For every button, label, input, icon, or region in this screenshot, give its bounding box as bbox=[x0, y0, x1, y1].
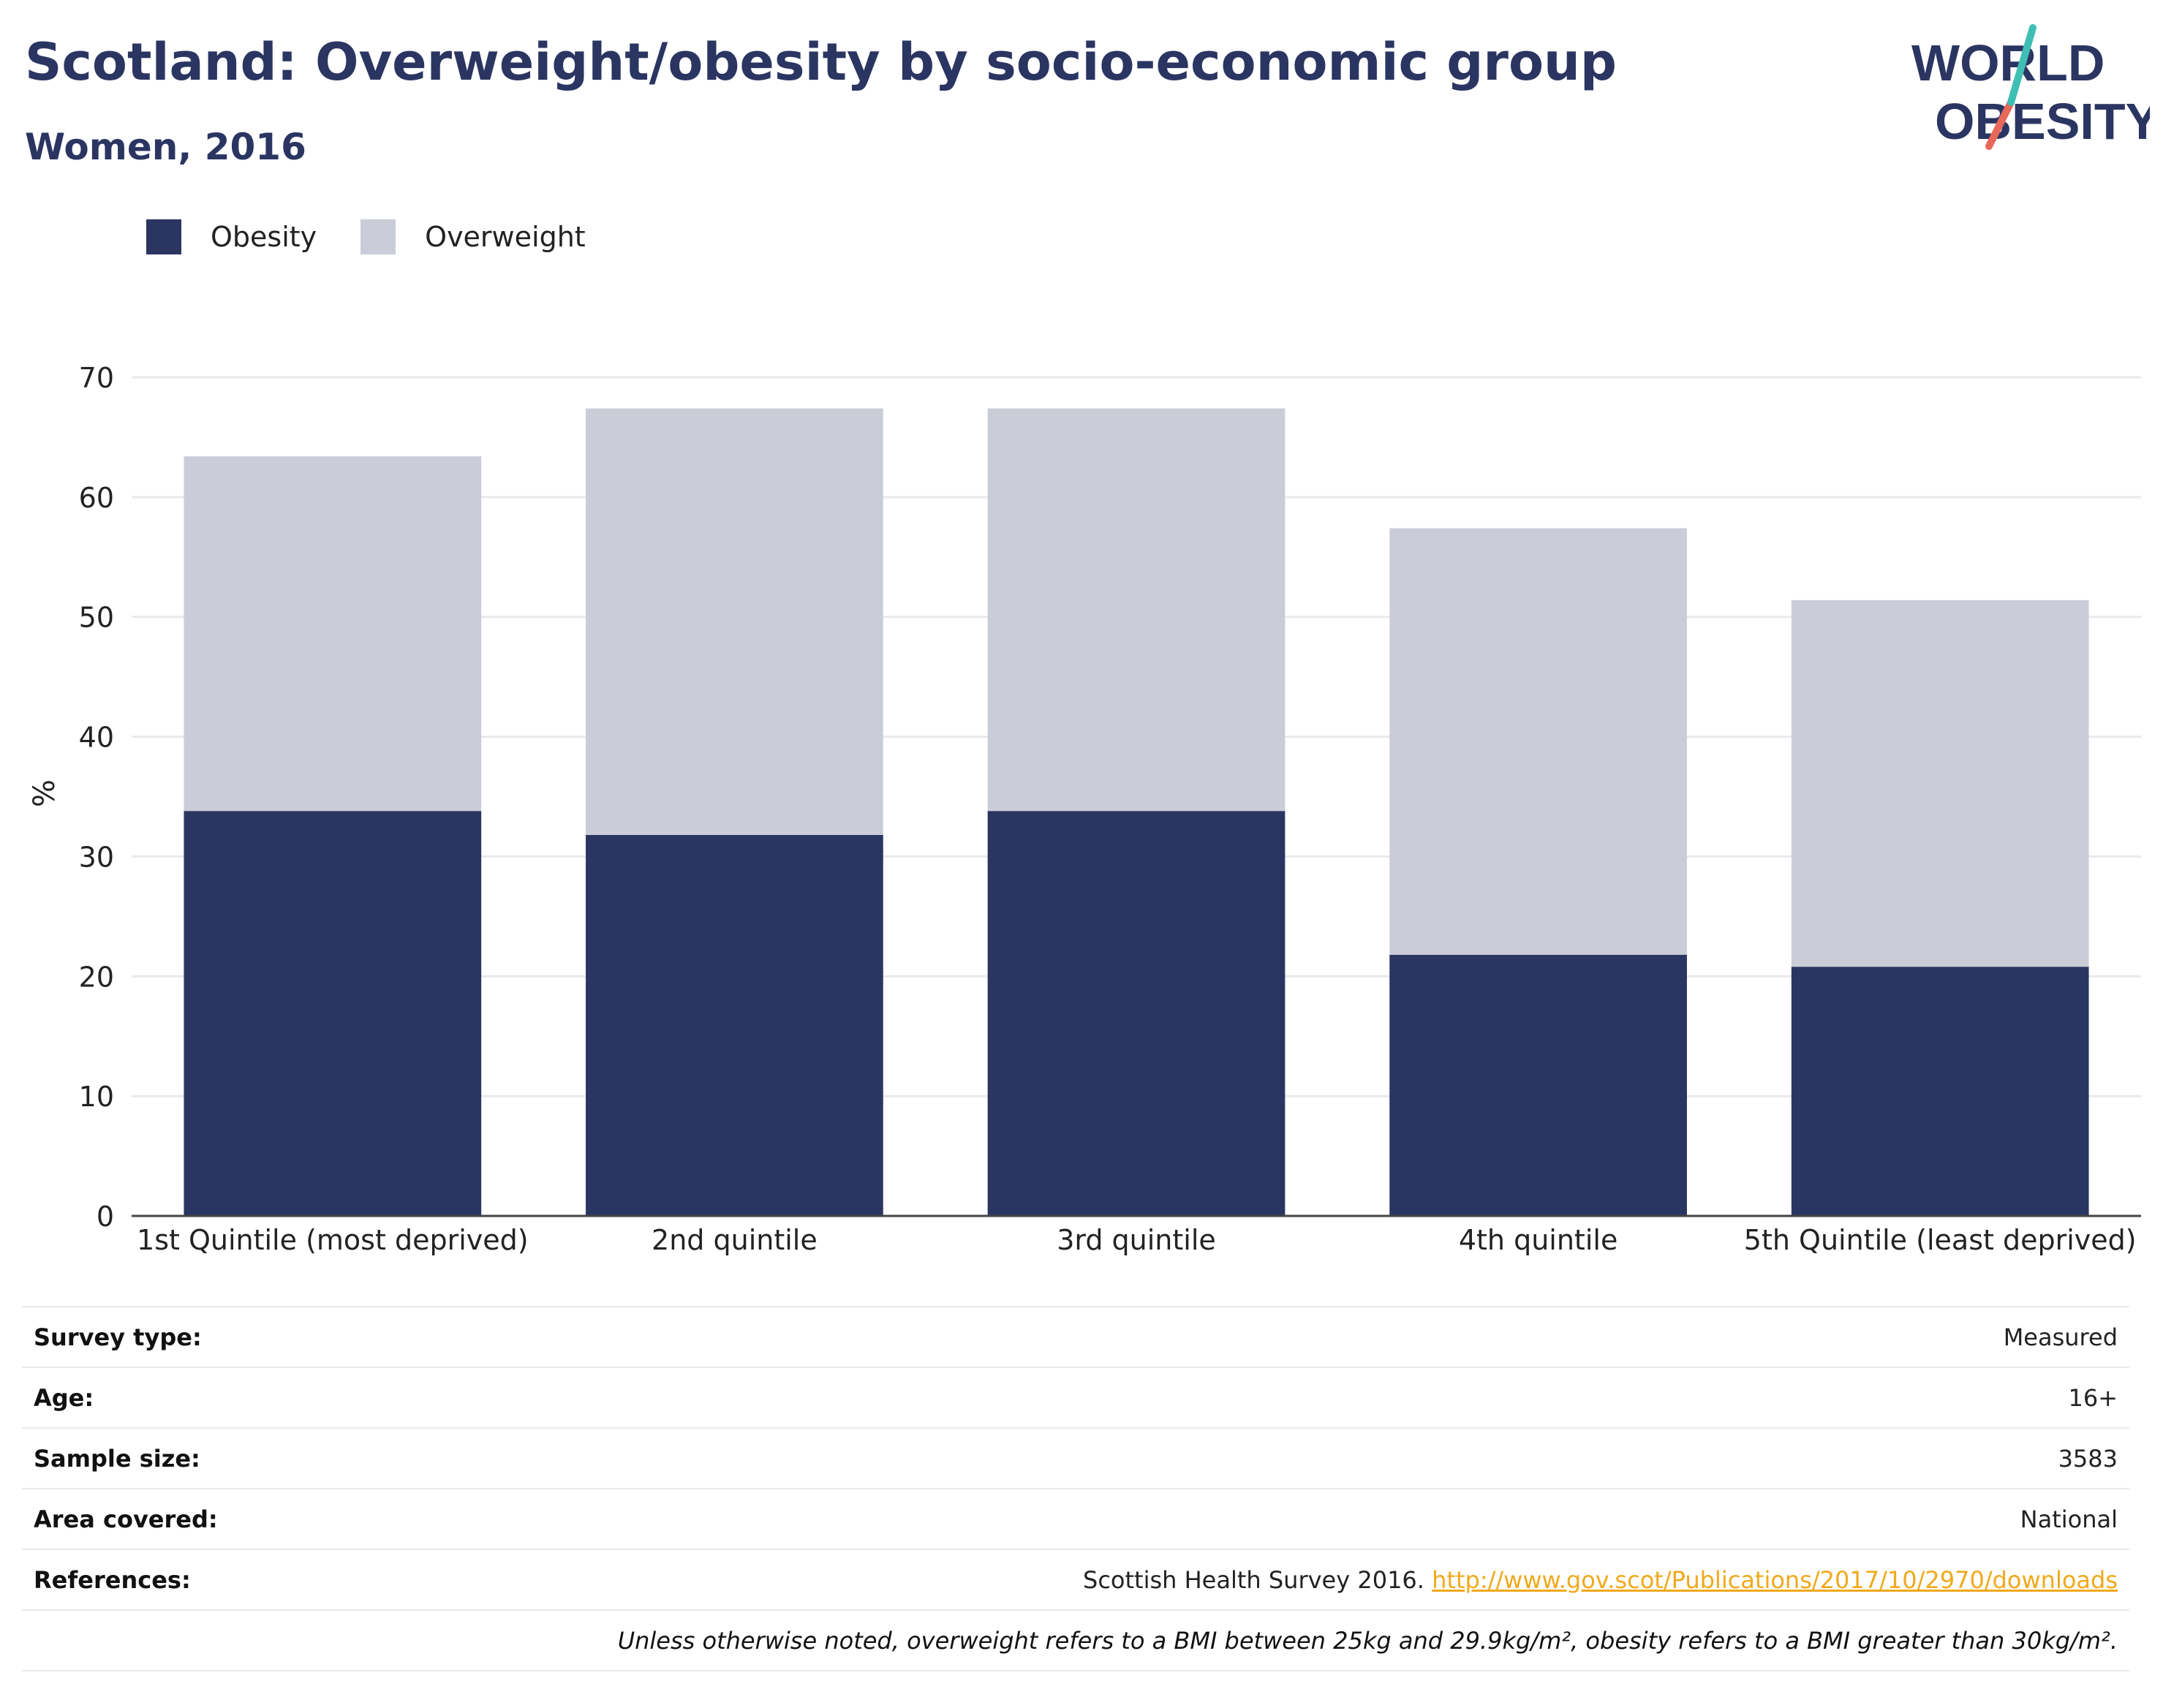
references-link[interactable]: http://www.gov.scot/Publications/2017/10… bbox=[1432, 1565, 2118, 1594]
logo-line1: WORLD bbox=[1911, 34, 2105, 91]
bar-chart: % 0 10 20 30 40 50 60 70 1st Quintile (most dep… bbox=[28, 362, 2141, 1256]
legend-label-obesity: Obesity bbox=[211, 221, 317, 253]
sample-size-value: 3583 bbox=[2058, 1444, 2118, 1473]
y-tick-label: 50 bbox=[79, 602, 114, 634]
bars bbox=[184, 408, 2089, 1216]
references-label: References: bbox=[34, 1565, 191, 1594]
y-tick-label: 0 bbox=[97, 1201, 114, 1233]
x-tick-label: 4th quintile bbox=[1459, 1224, 1617, 1256]
x-tick-label: 5th Quintile (least deprived) bbox=[1744, 1224, 2137, 1256]
bar-overweight bbox=[987, 408, 1286, 812]
references-text: Scottish Health Survey 2016. bbox=[1083, 1565, 1432, 1594]
bar-obesity bbox=[1389, 954, 1687, 1216]
bar-obesity bbox=[1791, 967, 2089, 1216]
references-value: Scottish Health Survey 2016. http://www.… bbox=[1083, 1566, 2118, 1594]
logo-slash-coral bbox=[1985, 99, 2015, 150]
x-tick-label: 1st Quintile (most deprived) bbox=[137, 1224, 529, 1256]
bmi-note: Unless otherwise noted, overweight refer… bbox=[617, 1626, 2118, 1655]
chart-title: Scotland: Overweight/obesity by socio-ec… bbox=[25, 32, 1617, 92]
y-tick-label: 30 bbox=[79, 841, 114, 873]
sample-size-label: Sample size: bbox=[34, 1444, 200, 1473]
info-row-references: References: Scottish Health Survey 2016.… bbox=[22, 1550, 2129, 1611]
legend-swatch-overweight bbox=[360, 219, 396, 254]
y-tick-label: 70 bbox=[79, 362, 114, 394]
bar-overweight bbox=[1389, 528, 1687, 955]
legend-item-overweight[interactable]: Overweight bbox=[360, 219, 586, 254]
y-tick-label: 20 bbox=[79, 961, 114, 993]
info-row-area: Area covered: National bbox=[22, 1489, 2129, 1550]
bar-overweight bbox=[184, 456, 482, 812]
y-tick-label: 10 bbox=[79, 1081, 114, 1113]
area-label: Area covered: bbox=[34, 1505, 218, 1533]
legend-label-overweight: Overweight bbox=[425, 221, 586, 253]
x-tick-label: 3rd quintile bbox=[1057, 1224, 1216, 1256]
y-axis-ticks: 0 10 20 30 40 50 60 70 bbox=[79, 362, 114, 1233]
info-row-survey-type: Survey type: Measured bbox=[22, 1307, 2129, 1368]
bar-overweight bbox=[1791, 600, 2089, 967]
y-tick-label: 60 bbox=[79, 482, 114, 514]
survey-type-value: Measured bbox=[2003, 1323, 2118, 1351]
x-axis-ticks: 1st Quintile (most deprived) 2nd quintile… bbox=[137, 1224, 2137, 1256]
bar-obesity bbox=[987, 811, 1286, 1216]
legend-item-obesity[interactable]: Obesity bbox=[146, 219, 317, 254]
info-row-note: Unless otherwise noted, overweight refer… bbox=[22, 1611, 2129, 1671]
chart-legend: Obesity Overweight bbox=[146, 216, 630, 257]
world-obesity-logo: WORLD OBESITY bbox=[1911, 24, 2150, 150]
age-label: Age: bbox=[34, 1383, 94, 1412]
age-value: 16+ bbox=[2068, 1383, 2118, 1412]
info-row-age: Age: 16+ bbox=[22, 1368, 2129, 1429]
y-tick-label: 40 bbox=[79, 722, 114, 754]
y-axis-label: % bbox=[28, 779, 61, 807]
logo-line2: OBESITY bbox=[1935, 93, 2150, 150]
survey-info-table: Survey type: Measured Age: 16+ Sample si… bbox=[22, 1306, 2129, 1671]
logo-slash-teal bbox=[2007, 24, 2036, 106]
x-tick-label: 2nd quintile bbox=[652, 1224, 818, 1256]
bar-obesity bbox=[184, 811, 482, 1216]
bar-obesity bbox=[586, 834, 883, 1216]
bar-overweight bbox=[586, 408, 883, 835]
survey-type-label: Survey type: bbox=[34, 1323, 202, 1351]
area-value: National bbox=[2020, 1505, 2118, 1533]
legend-swatch-obesity bbox=[146, 219, 181, 254]
chart-subtitle: Women, 2016 bbox=[25, 126, 306, 168]
info-row-sample-size: Sample size: 3583 bbox=[22, 1429, 2129, 1489]
